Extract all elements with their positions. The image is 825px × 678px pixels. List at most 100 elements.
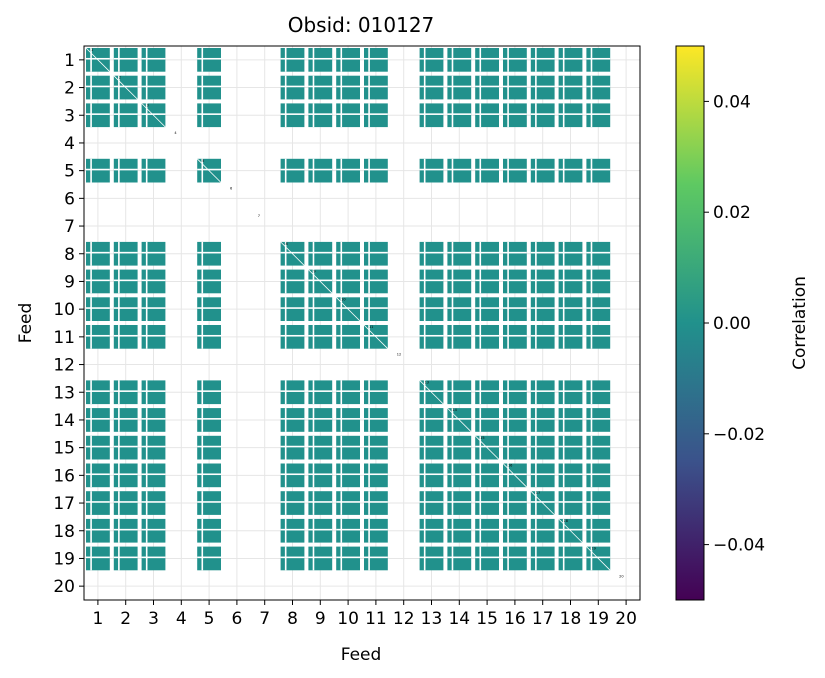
colorbar xyxy=(675,45,705,601)
heatmap-cell-fill xyxy=(86,103,110,128)
heatmap-cell-fill xyxy=(586,491,611,515)
cell-stripe xyxy=(562,380,565,405)
y-tick-label: 9 xyxy=(64,272,75,292)
cell-stripe xyxy=(364,113,388,115)
cell-stripe xyxy=(507,325,509,349)
cell-stripe xyxy=(141,113,166,115)
diagonal-label: 11 xyxy=(369,325,373,329)
heatmap-cell xyxy=(280,297,305,321)
heatmap-cell xyxy=(113,241,138,266)
cell-stripe xyxy=(284,380,287,405)
heatmap-cell-fill xyxy=(197,297,221,321)
heatmap-cell xyxy=(586,518,611,543)
cell-stripe xyxy=(590,103,593,128)
cell-stripe xyxy=(284,435,287,460)
cell-stripe xyxy=(86,307,110,309)
cell-stripe xyxy=(368,75,370,100)
cell-stripe xyxy=(586,556,611,559)
heatmap-cell-fill xyxy=(141,546,166,571)
heatmap-cell xyxy=(586,463,611,488)
heatmap-cell-fill xyxy=(503,48,527,72)
cell-stripe xyxy=(118,48,120,72)
cell-stripe xyxy=(558,445,583,448)
cell-stripe xyxy=(475,168,499,171)
cell-stripe xyxy=(113,113,138,115)
heatmap-cell-fill xyxy=(503,491,527,515)
heatmap-cell-fill xyxy=(141,241,166,266)
cell-stripe xyxy=(368,241,370,266)
cell-stripe xyxy=(197,168,221,171)
cell-stripe xyxy=(530,528,555,531)
cell-stripe xyxy=(90,546,92,571)
heatmap-cell xyxy=(586,158,611,183)
cell-stripe xyxy=(308,473,333,476)
heatmap-cell xyxy=(113,158,138,183)
heatmap-cell xyxy=(280,158,305,183)
diagonal-mark xyxy=(308,269,333,294)
y-tick-label: 19 xyxy=(53,549,75,569)
cell-stripe xyxy=(113,418,138,420)
heatmap-cell xyxy=(86,491,110,515)
chart-title: Obsid: 010127 xyxy=(288,13,435,37)
cell-stripe xyxy=(590,380,593,405)
cell-stripe xyxy=(558,418,583,420)
heatmap-cell xyxy=(558,158,583,183)
cell-stripe xyxy=(475,528,499,531)
heatmap-cell-fill xyxy=(364,269,388,294)
cell-stripe xyxy=(451,408,454,432)
cell-stripe xyxy=(336,168,360,171)
heatmap-cell-fill xyxy=(113,491,138,515)
heatmap-cell-fill xyxy=(530,75,555,100)
cell-stripe xyxy=(340,269,343,294)
cell-stripe xyxy=(90,75,92,100)
cell-stripe xyxy=(340,463,343,488)
cell-stripe xyxy=(118,463,120,488)
cell-stripe xyxy=(197,445,221,448)
cell-stripe xyxy=(197,251,221,254)
y-tick-label: 4 xyxy=(64,134,75,154)
cell-stripe xyxy=(558,473,583,476)
heatmap-cell xyxy=(447,546,472,571)
cell-stripe xyxy=(590,408,593,432)
cell-stripe xyxy=(507,380,509,405)
heatmap-cell xyxy=(503,269,527,294)
y-tick-label: 3 xyxy=(64,106,75,126)
cell-stripe xyxy=(141,501,166,503)
heatmap-cell xyxy=(419,75,444,100)
cell-stripe xyxy=(507,269,509,294)
gridlines xyxy=(84,46,640,600)
cell-stripe xyxy=(507,75,509,100)
heatmap-cell xyxy=(113,491,138,515)
cell-stripe xyxy=(479,546,482,571)
cell-stripe xyxy=(113,334,138,337)
heatmap-cell-fill xyxy=(530,518,555,543)
heatmap-cell xyxy=(113,103,138,128)
heatmap-cell xyxy=(530,325,555,349)
colorbar-ticks: 0.04 0.02 0.00 −0.02 −0.04 xyxy=(704,92,765,556)
cell-stripe xyxy=(113,528,138,531)
heatmap-cell-fill xyxy=(530,158,555,183)
heatmap-cell xyxy=(419,158,444,183)
cell-stripe xyxy=(479,325,482,349)
cell-stripe xyxy=(503,57,527,60)
heatmap-cell-fill xyxy=(447,546,472,571)
cell-stripe xyxy=(336,473,360,476)
cell-stripe xyxy=(90,491,92,515)
diagonal-mark xyxy=(586,546,611,571)
heatmap-cell-fill xyxy=(336,408,360,432)
cell-stripe xyxy=(586,501,611,503)
heatmap-cell xyxy=(86,269,110,294)
diagonal-label: 13 xyxy=(425,380,429,384)
heatmap-cell xyxy=(113,518,138,543)
cell-stripe xyxy=(535,546,537,571)
heatmap-cell-fill xyxy=(141,463,166,488)
cell-stripe xyxy=(451,269,454,294)
cell-stripe xyxy=(118,546,120,571)
heatmap-cell-fill xyxy=(113,518,138,543)
heatmap-cell-fill xyxy=(586,48,611,72)
cell-stripe xyxy=(451,546,454,571)
heatmap-cell xyxy=(336,491,360,515)
cell-stripe xyxy=(419,390,444,392)
cell-stripe xyxy=(118,380,120,405)
heatmap-cell-fill xyxy=(308,158,333,183)
